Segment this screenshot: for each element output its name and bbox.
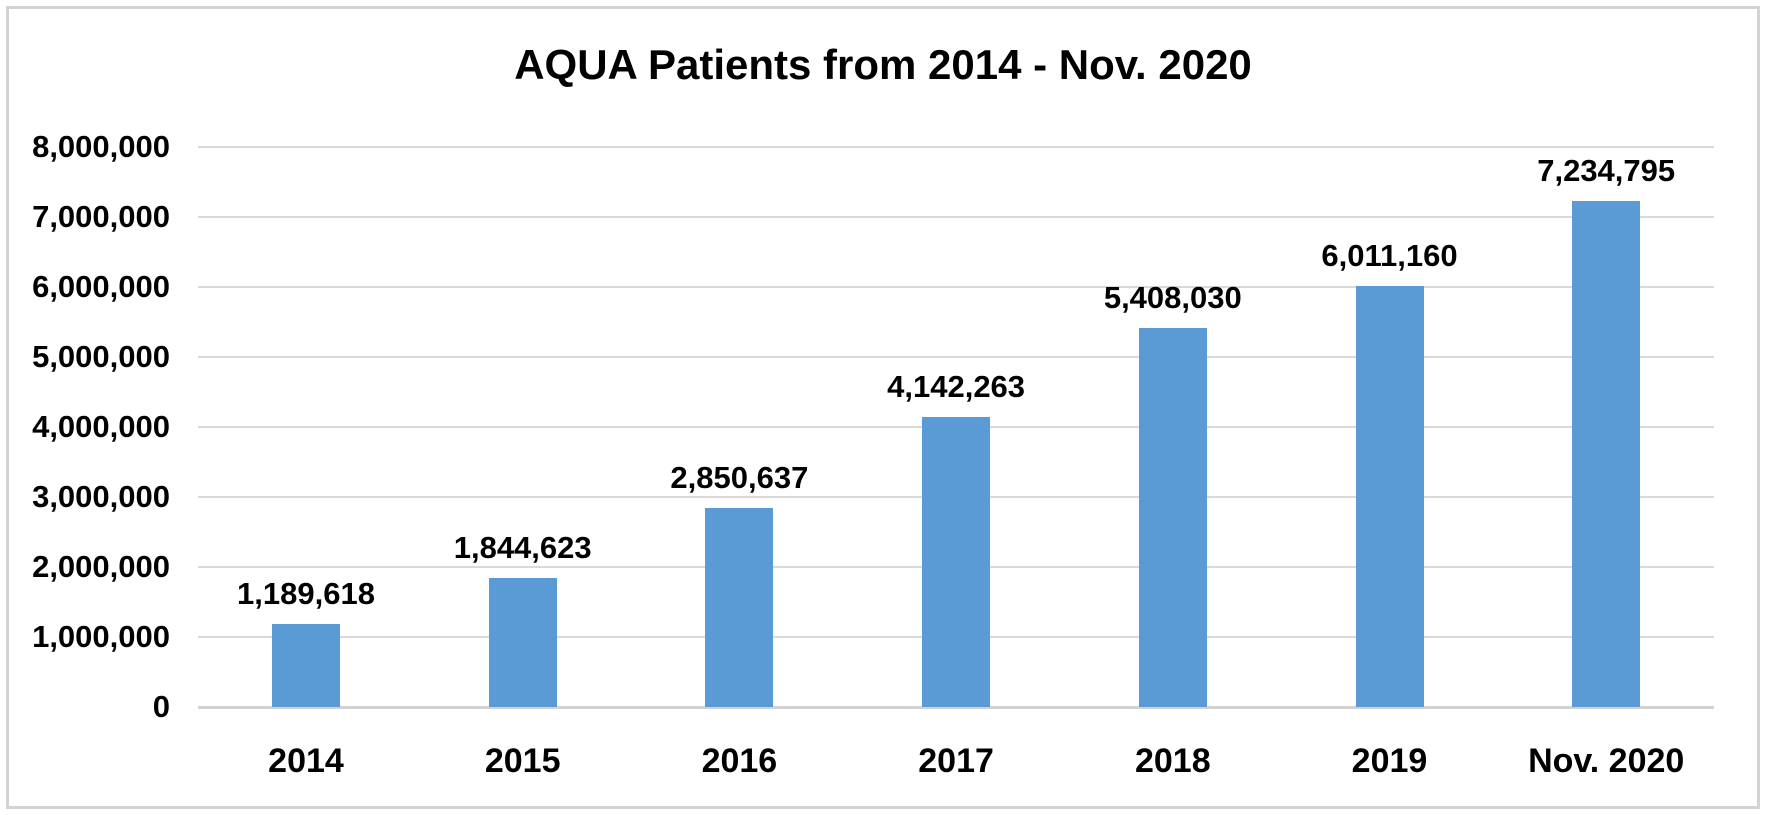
bar [1138, 328, 1207, 707]
y-tick-label: 0 [152, 689, 170, 724]
x-tick-label: 2019 [1351, 742, 1428, 780]
x-tick-label: 2015 [484, 742, 561, 780]
bar-value-label: 6,011,160 [1321, 238, 1458, 274]
bar-value-label: 1,189,618 [237, 575, 375, 611]
y-tick-label: 6,000,000 [32, 269, 170, 304]
chart-title: AQUA Patients from 2014 - Nov. 2020 [514, 41, 1252, 88]
y-tick-label: 2,000,000 [32, 549, 170, 584]
y-tick-label: 7,000,000 [32, 199, 170, 234]
x-tick-label: Nov. 2020 [1528, 742, 1685, 780]
y-tick-label: 3,000,000 [32, 479, 170, 514]
bar-value-label: 2,850,637 [670, 459, 809, 495]
bar [1355, 286, 1424, 707]
gridline [198, 356, 1714, 358]
bar-value-label: 7,234,795 [1537, 152, 1676, 188]
bar [488, 577, 557, 707]
gridline [198, 216, 1714, 218]
gridline [198, 286, 1714, 288]
bar [272, 623, 340, 707]
x-tick-label: 2018 [1134, 742, 1211, 780]
bar [922, 417, 991, 707]
bar-value-label: 1,844,623 [453, 529, 592, 565]
x-tick-label: 2016 [701, 742, 778, 780]
y-tick-label: 1,000,000 [32, 619, 170, 654]
gridline [198, 146, 1714, 148]
x-tick-label: 2017 [918, 742, 994, 780]
chart-border [6, 6, 1760, 809]
bar [1572, 200, 1641, 707]
y-tick-label: 5,000,000 [32, 339, 170, 374]
bar-value-label: 4,142,263 [887, 369, 1026, 404]
bar [705, 507, 774, 707]
y-tick-label: 4,000,000 [32, 409, 170, 444]
x-tick-label: 2014 [268, 742, 344, 780]
x-axis-line [198, 706, 1714, 709]
bar-value-label: 5,408,030 [1103, 280, 1242, 316]
y-tick-label: 8,000,000 [32, 129, 170, 164]
